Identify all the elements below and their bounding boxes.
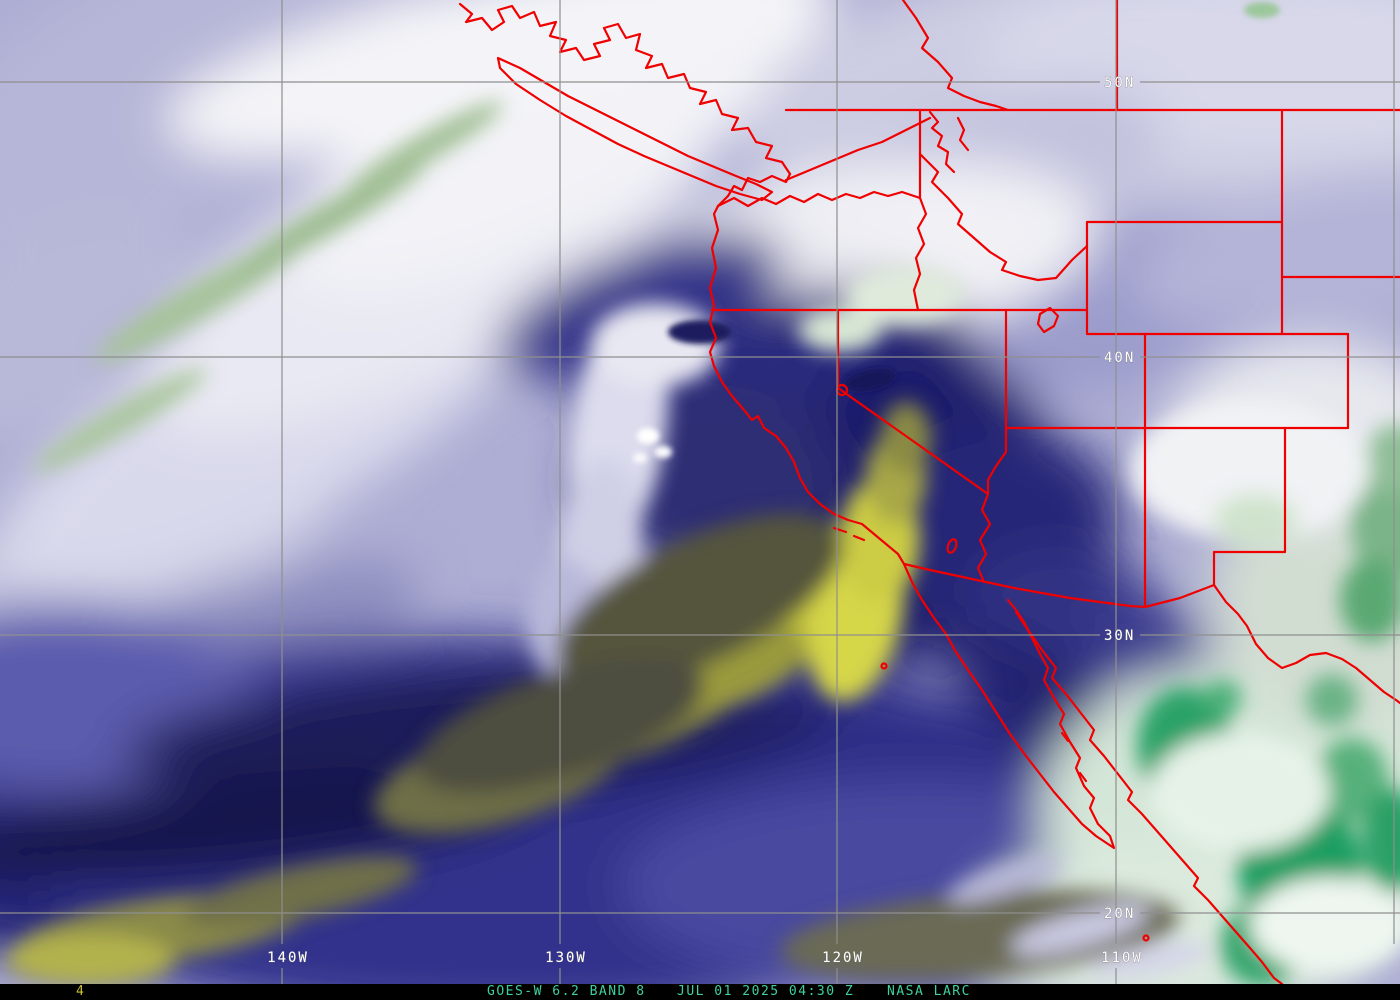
- credit-label: NASA LARC: [887, 984, 971, 999]
- gulf-islands: [1060, 731, 1088, 783]
- lon-label-140w: 140W: [267, 950, 309, 966]
- pacific-coastline: [708, 172, 1116, 850]
- lon-label-130w: 130W: [545, 950, 587, 966]
- lon-label-110w: 110W: [1101, 950, 1143, 966]
- channel-islands: [832, 526, 866, 542]
- ut-co-az-nm: [1143, 332, 1350, 609]
- bc-coastline: [458, 2, 792, 176]
- bc-ab-border: [901, 0, 1010, 112]
- us-mexico-border: [902, 562, 1216, 609]
- geographic-borders: [458, 0, 1400, 984]
- islas-marias: [1142, 934, 1150, 942]
- graticule-labels: 50N 40N 30N 20N 140W 130W 120W 110W: [267, 75, 1143, 967]
- mexico-coastline: [1014, 610, 1284, 984]
- datetime-label: JUL 01 2025 04:30 Z: [677, 984, 855, 999]
- water-vapor-field-detail: [5, 101, 1400, 984]
- lat-label-30n: 30N: [1104, 628, 1135, 644]
- vancouver-island: [496, 56, 774, 202]
- lat-label-40n: 40N: [1104, 350, 1135, 366]
- salton-sea: [946, 538, 958, 554]
- frame-number: 4: [76, 984, 86, 999]
- puget-sound: [784, 110, 970, 182]
- lat-label-50n: 50N: [1104, 75, 1135, 91]
- ca-nv-border: [836, 308, 992, 584]
- status-bar: 4 GOES-W 6.2 BAND 8 JUL 01 2025 04:30 Z …: [0, 984, 1400, 1000]
- id-mt-border: [918, 152, 1089, 282]
- mt-wy-borders: [1085, 108, 1400, 336]
- rio-grande: [1212, 583, 1400, 705]
- nv-ut-border: [986, 308, 1008, 496]
- great-salt-lake: [1036, 306, 1060, 334]
- product-label: GOES-W 6.2 BAND 8: [487, 984, 646, 999]
- lat-label-20n: 20N: [1104, 906, 1135, 922]
- isla-cedros: [880, 662, 888, 670]
- lon-label-120w: 120W: [822, 950, 864, 966]
- nm-tx-border: [1212, 426, 1287, 587]
- wa-or-border: [716, 190, 922, 208]
- id-west-border: [912, 108, 928, 312]
